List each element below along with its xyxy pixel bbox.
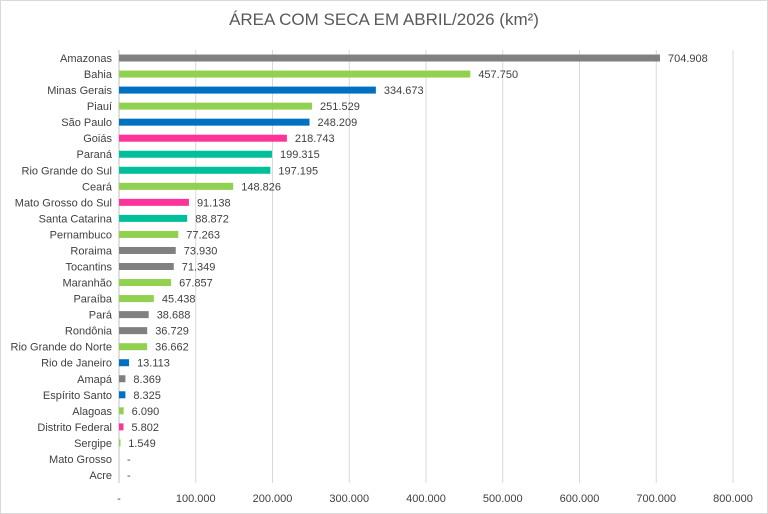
bar — [119, 198, 189, 206]
data-label: 36.729 — [155, 326, 189, 338]
bar — [119, 263, 174, 270]
category-label: Bahia — [84, 69, 113, 81]
x-tick-label: 300.000 — [329, 493, 369, 505]
bar — [119, 102, 313, 110]
category-label: Maranhão — [62, 278, 112, 290]
data-label: 91.138 — [197, 197, 231, 209]
category-label: Pará — [89, 310, 113, 322]
category-label: Paraíba — [73, 294, 112, 306]
data-label: 13.113 — [137, 358, 170, 370]
bar — [119, 118, 310, 126]
x-tick-label: 200.000 — [253, 493, 293, 505]
chart-title: ÁREA COM SECA EM ABRIL/2026 (km²) — [229, 10, 539, 29]
category-label: Espírito Santo — [43, 390, 112, 402]
bar — [119, 327, 148, 335]
data-label: 248.209 — [318, 117, 358, 129]
data-label: 197.195 — [278, 165, 318, 177]
category-label: Alagoas — [72, 406, 112, 418]
category-label: Goiás — [83, 133, 112, 145]
data-label: 73.930 — [184, 245, 218, 257]
category-label: Mato Grosso do Sul — [15, 197, 112, 209]
category-label: Sergipe — [74, 438, 112, 450]
data-label: 71.349 — [182, 262, 216, 274]
bar — [119, 134, 287, 142]
data-label: 148.826 — [241, 181, 281, 193]
data-label: - — [127, 454, 131, 466]
bar — [119, 279, 172, 287]
x-tick-label: 100.000 — [176, 493, 216, 505]
bar — [119, 182, 234, 190]
data-label: 218.743 — [295, 133, 335, 145]
data-label: - — [127, 470, 131, 482]
data-label: 199.315 — [280, 149, 320, 161]
data-label: 38.688 — [157, 310, 191, 322]
data-label: 457.750 — [478, 69, 518, 81]
data-label: 704.908 — [668, 53, 708, 65]
bar — [119, 230, 179, 238]
bar — [119, 166, 271, 174]
data-label: 77.263 — [186, 229, 220, 241]
data-label: 67.857 — [179, 278, 213, 290]
category-label: Pernambuco — [50, 229, 112, 241]
x-tick-label: 600.000 — [560, 493, 600, 505]
category-label: Tocantins — [66, 262, 113, 274]
bar — [119, 359, 130, 367]
data-label: 36.662 — [155, 342, 189, 354]
data-label: 6.090 — [132, 406, 160, 418]
data-label: 251.529 — [320, 101, 360, 113]
category-label: Minas Gerais — [47, 85, 112, 97]
bar — [119, 150, 272, 158]
x-tick-label: 400.000 — [406, 493, 446, 505]
bar — [119, 214, 188, 222]
category-label: Rio Grande do Sul — [22, 165, 113, 177]
x-tick-label: - — [117, 493, 121, 505]
bar — [119, 54, 661, 62]
bar — [119, 439, 121, 447]
bar — [119, 423, 124, 431]
category-label: Amapá — [77, 374, 113, 386]
data-label: 1.549 — [128, 438, 156, 450]
category-label: Rio de Janeiro — [41, 358, 112, 370]
category-label: Ceará — [82, 181, 113, 193]
data-label: 8.325 — [133, 390, 161, 402]
bar — [119, 343, 148, 351]
bar — [119, 311, 149, 319]
data-label: 88.872 — [195, 213, 229, 225]
data-label: 5.802 — [131, 422, 159, 434]
category-label: Acre — [89, 470, 112, 482]
category-label: Santa Catarina — [39, 213, 113, 225]
category-label: Paraná — [77, 149, 113, 161]
bar — [119, 246, 176, 254]
bar — [119, 375, 126, 383]
bar — [119, 70, 471, 78]
category-label: Rio Grande do Norte — [11, 342, 113, 354]
bar — [119, 295, 154, 303]
category-label: Mato Grosso — [49, 454, 112, 466]
category-label: Amazonas — [60, 53, 112, 65]
x-tick-label: 700.000 — [636, 493, 676, 505]
x-tick-label: 500.000 — [483, 493, 523, 505]
x-tick-label: 800.000 — [713, 493, 753, 505]
category-label: Roraima — [70, 245, 112, 257]
data-label: 45.438 — [162, 294, 196, 306]
data-label: 8.369 — [133, 374, 161, 386]
bar — [119, 407, 124, 415]
category-label: Piauí — [87, 101, 112, 113]
bar — [119, 86, 376, 94]
data-label: 334.673 — [384, 85, 424, 97]
bar — [119, 391, 126, 399]
category-label: São Paulo — [61, 117, 112, 129]
category-label: Rondônia — [65, 326, 113, 338]
category-label: Distrito Federal — [37, 422, 112, 434]
